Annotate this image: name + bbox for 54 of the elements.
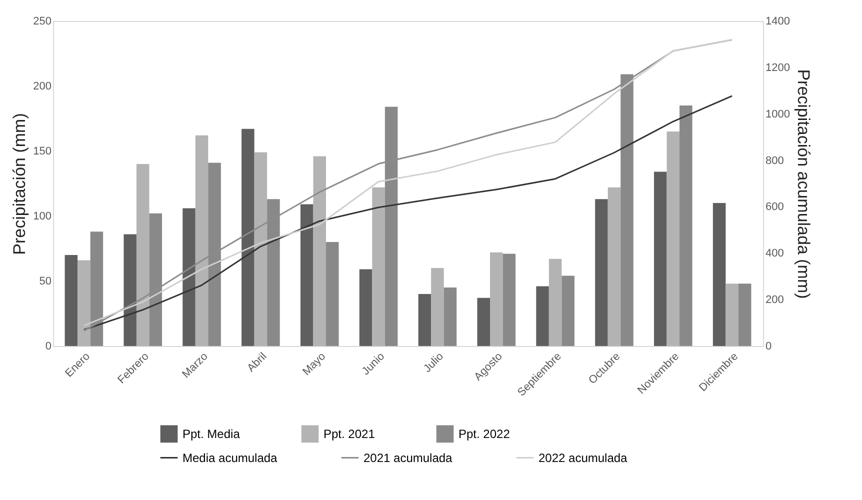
y2-tick-label: 1200: [766, 62, 790, 74]
y-tick-label: 200: [33, 80, 52, 92]
legend-label: Ppt. 2021: [324, 426, 376, 441]
bar: [726, 284, 738, 346]
bar: [477, 298, 490, 346]
y-tick-label: 50: [39, 276, 52, 288]
bar: [182, 208, 196, 346]
bar: [444, 288, 457, 346]
bar: [595, 199, 608, 346]
bar: [195, 135, 208, 346]
y2-tick-label: 0: [766, 340, 772, 352]
y2-tick-label: 200: [766, 294, 784, 306]
y-tick-label: 250: [33, 16, 52, 28]
bar: [326, 242, 339, 346]
y-tick-label: 150: [33, 146, 52, 158]
legend-label: Media acumulada: [182, 450, 278, 465]
legend-label: 2022 acumulada: [538, 450, 628, 465]
bar: [242, 128, 254, 346]
bar: [712, 203, 726, 346]
y2-tick-label: 1000: [766, 108, 790, 120]
bar: [548, 258, 562, 346]
y2-axis-title: Precipitación acumulada (mm): [794, 69, 813, 299]
bar: [359, 269, 372, 346]
y2-tick-label: 800: [766, 154, 784, 167]
bar: [654, 172, 667, 346]
bar: [738, 284, 752, 346]
y-tick-label: 100: [33, 210, 52, 222]
bar: [418, 294, 432, 346]
bar: [490, 252, 503, 346]
y-axis-title: Precipitación (mm): [10, 113, 30, 255]
bar: [136, 164, 150, 346]
line-series: [83, 95, 733, 330]
bar: [562, 276, 574, 346]
y2-tick-label: 600: [766, 201, 784, 214]
x-tick-label: Julio: [421, 350, 446, 375]
bar: [666, 132, 680, 346]
bar: [124, 234, 136, 346]
bar: [78, 260, 90, 346]
bar: [536, 286, 549, 346]
bar: [431, 268, 444, 346]
bar: [300, 204, 314, 346]
bar: [313, 156, 326, 346]
legend-label: Ppt. 2022: [458, 426, 510, 441]
bar: [680, 106, 692, 346]
bar: [502, 254, 516, 346]
y-tick-label: 0: [45, 340, 52, 352]
bar: [372, 187, 385, 346]
y2-tick-label: 400: [766, 248, 784, 260]
bar: [254, 152, 268, 346]
legend-label: 2021 acumulada: [364, 450, 453, 465]
y2-tick-label: 1400: [766, 16, 790, 28]
legend-label: Ppt. Media: [182, 426, 240, 441]
bar: [608, 187, 621, 346]
bar: [64, 255, 78, 346]
